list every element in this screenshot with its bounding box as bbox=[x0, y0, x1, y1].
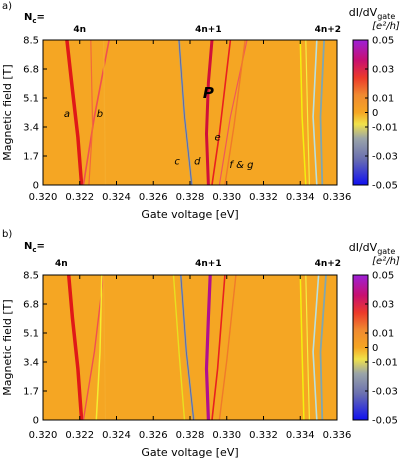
x-tick-label: 0.322 bbox=[65, 192, 94, 203]
y-tick-label: 0 bbox=[33, 416, 39, 427]
panel-a: a) Nc= 4n 4n+1 4n+2 0.320 0.322 0.324 0.326 0.328… bbox=[1, 1, 400, 221]
colorbar-tick-label: 0.01 bbox=[372, 94, 394, 105]
y-tick-label: 0 bbox=[33, 181, 39, 192]
colorbar-tick-label: -0.01 bbox=[372, 123, 398, 134]
annotation-label: c bbox=[174, 157, 180, 168]
resonance-line bbox=[319, 40, 325, 185]
y-tick-label: 6.8 bbox=[23, 300, 39, 311]
resonance-line bbox=[305, 275, 310, 420]
top-label: 4n+1 bbox=[195, 259, 221, 269]
resonance-line bbox=[299, 40, 307, 185]
x-tick-label: 0.320 bbox=[29, 192, 58, 203]
y-tick-label: 3.4 bbox=[23, 123, 39, 134]
resonance-line bbox=[224, 40, 246, 185]
resonance-line bbox=[299, 275, 305, 420]
y-tick-label: 8.5 bbox=[23, 271, 39, 282]
colorbar-tick-label: -0.05 bbox=[372, 181, 398, 192]
top-label: 4n bbox=[55, 259, 68, 269]
x-axis-label: Gate voltage [eV] bbox=[141, 208, 238, 221]
colorbar-tick-label: 0.05 bbox=[372, 271, 394, 282]
resonance-line bbox=[204, 275, 212, 420]
nc-label: Nc= bbox=[24, 12, 45, 25]
x-tick-label: 0.326 bbox=[139, 192, 168, 203]
colorbar-label: dI/dVgate bbox=[349, 6, 396, 21]
resonance-line bbox=[312, 40, 318, 185]
y-tick-label: 5.1 bbox=[23, 94, 39, 105]
colorbar-tick-label: -0.03 bbox=[372, 152, 398, 163]
resonance-line bbox=[66, 275, 84, 420]
resonance-line bbox=[172, 275, 186, 420]
resonance-line bbox=[102, 40, 107, 185]
x-tick-label: 0.332 bbox=[249, 192, 278, 203]
y-tick-label: 8.5 bbox=[23, 36, 39, 47]
colorbar-tick-label: 0.03 bbox=[372, 65, 394, 76]
x-tick-label: 0.334 bbox=[286, 430, 315, 441]
x-tick-label: 0.328 bbox=[176, 430, 205, 441]
heatmap-background bbox=[43, 275, 337, 420]
colorbar-label: dI/dVgate bbox=[349, 241, 396, 256]
x-tick-label: 0.334 bbox=[286, 192, 315, 203]
resonance-line bbox=[103, 275, 107, 420]
colorbar-tick-label: -0.05 bbox=[372, 416, 398, 427]
colorbar-tick-label: 0.01 bbox=[372, 329, 394, 340]
annotation-label: f & g bbox=[229, 160, 253, 171]
resonance-line bbox=[88, 40, 94, 185]
resonance-line bbox=[312, 275, 320, 420]
x-tick-label: 0.324 bbox=[102, 430, 131, 441]
resonance-line bbox=[178, 40, 193, 185]
colorbar-unit: [e²/h] bbox=[372, 256, 400, 267]
x-tick-label: 0.336 bbox=[323, 192, 352, 203]
annotation-label: b bbox=[97, 109, 103, 120]
y-tick-label: 1.7 bbox=[23, 387, 39, 398]
annotation-label: a bbox=[64, 109, 70, 120]
x-tick-label: 0.330 bbox=[212, 430, 241, 441]
resonance-line bbox=[180, 275, 195, 420]
y-tick-label: 6.8 bbox=[23, 65, 39, 76]
annotation-label: e bbox=[214, 133, 220, 144]
resonance-line bbox=[95, 275, 103, 420]
colorbar-tick-label: 0.05 bbox=[372, 36, 394, 47]
x-tick-label: 0.332 bbox=[249, 430, 278, 441]
x-tick-label: 0.324 bbox=[102, 192, 131, 203]
colorbar-tick-label: -0.03 bbox=[372, 387, 398, 398]
y-tick-label: 1.7 bbox=[23, 152, 39, 163]
resonance-line bbox=[319, 275, 327, 420]
x-tick-label: 0.328 bbox=[176, 192, 205, 203]
x-tick-label: 0.326 bbox=[139, 430, 168, 441]
nc-label: Nc= bbox=[24, 241, 45, 254]
resonance-line bbox=[211, 40, 232, 185]
resonance-line bbox=[204, 40, 214, 185]
top-label: 4n bbox=[73, 25, 86, 35]
colorbar-tick-label: -0.01 bbox=[372, 358, 398, 369]
top-label: 4n+1 bbox=[195, 25, 221, 35]
resonance-line bbox=[305, 40, 310, 185]
colorbar-tick-label: 0 bbox=[372, 108, 378, 119]
top-label: 4n+2 bbox=[315, 259, 341, 269]
x-axis-label: Gate voltage [eV] bbox=[141, 446, 238, 459]
panel-label: b) bbox=[2, 229, 12, 240]
y-tick-label: 5.1 bbox=[23, 329, 39, 340]
x-tick-label: 0.336 bbox=[323, 430, 352, 441]
y-tick-label: 3.4 bbox=[23, 358, 39, 369]
annotation-label: P bbox=[203, 84, 214, 102]
panel-b: b) Nc= 4n 4n+1 4n+2 0.320 0.322 0.324 0.326 0.328… bbox=[1, 229, 400, 459]
x-tick-label: 0.322 bbox=[65, 430, 94, 441]
y-axis-label: Magnetic field [T] bbox=[1, 299, 14, 395]
resonance-line bbox=[218, 275, 237, 420]
x-tick-label: 0.330 bbox=[212, 192, 241, 203]
top-label: 4n+2 bbox=[315, 25, 341, 35]
colorbar-tick-label: 0.03 bbox=[372, 300, 394, 311]
annotation-label: d bbox=[194, 157, 201, 168]
panel-label: a) bbox=[2, 1, 12, 12]
x-tick-label: 0.320 bbox=[29, 430, 58, 441]
resonance-line bbox=[65, 40, 84, 185]
colorbar-unit: [e²/h] bbox=[372, 21, 400, 32]
colorbar-tick-label: 0 bbox=[372, 343, 378, 354]
resonance-line bbox=[211, 275, 226, 420]
y-axis-label: Magnetic field [T] bbox=[1, 64, 14, 160]
